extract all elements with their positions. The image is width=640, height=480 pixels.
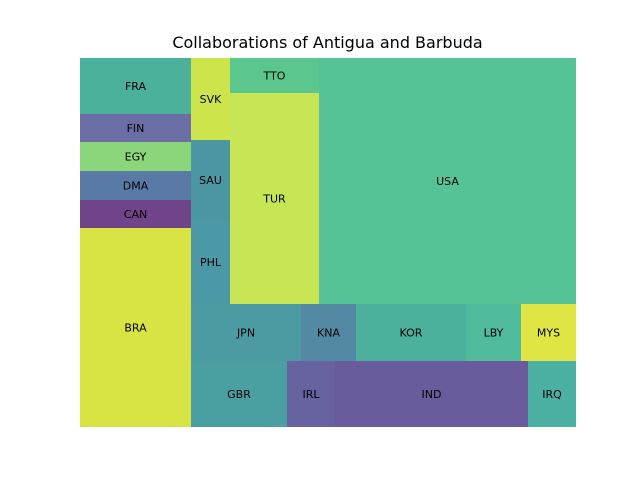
treemap-label-tur: TUR bbox=[262, 193, 286, 206]
treemap-cell-sau: SAU bbox=[191, 140, 230, 220]
treemap-rect-svk bbox=[191, 58, 230, 140]
treemap-label-dma: DMA bbox=[123, 180, 149, 193]
treemap-cell-lby: LBY bbox=[466, 304, 521, 361]
treemap-rect-fra bbox=[80, 58, 191, 114]
treemap-label-jpn: JPN bbox=[236, 327, 255, 340]
treemap-label-irl: IRL bbox=[302, 388, 320, 401]
treemap-rect-tto bbox=[230, 58, 319, 93]
treemap-cell-egy: EGY bbox=[80, 142, 191, 171]
treemap-rect-jpn bbox=[191, 304, 301, 361]
chart-title: Collaborations of Antigua and Barbuda bbox=[172, 33, 483, 52]
treemap-label-tto: TTO bbox=[263, 70, 286, 83]
treemap-label-fin: FIN bbox=[127, 122, 145, 135]
treemap-rect-dma bbox=[80, 171, 191, 200]
treemap-cell-fra: FRA bbox=[80, 58, 191, 114]
treemap-cell-bra: BRA bbox=[80, 228, 191, 427]
treemap-label-bra: BRA bbox=[124, 322, 147, 335]
treemap-label-usa: USA bbox=[436, 175, 459, 188]
treemap-cell-svk: SVK bbox=[191, 58, 230, 140]
treemap-label-sau: SAU bbox=[199, 174, 222, 187]
treemap-label-phl: PHL bbox=[200, 256, 222, 269]
treemap-rect-fin bbox=[80, 114, 191, 142]
treemap-rect-sau bbox=[191, 140, 230, 220]
treemap-rect-bra bbox=[80, 228, 191, 427]
treemap-cell-kna: KNA bbox=[301, 304, 356, 361]
treemap-rect-irl bbox=[287, 361, 335, 427]
treemap-rect-kor bbox=[356, 304, 466, 361]
treemap-label-kna: KNA bbox=[317, 327, 340, 340]
treemap-cell-tto: TTO bbox=[230, 58, 319, 93]
treemap-cell-dma: DMA bbox=[80, 171, 191, 200]
treemap-cell-kor: KOR bbox=[356, 304, 466, 361]
treemap-cell-phl: PHL bbox=[191, 220, 230, 304]
treemap-label-lby: LBY bbox=[484, 327, 504, 340]
treemap-rect-tur bbox=[230, 93, 319, 304]
treemap-cell-jpn: JPN bbox=[191, 304, 301, 361]
treemap-rect-usa bbox=[319, 58, 576, 304]
treemap-label-gbr: GBR bbox=[227, 388, 251, 401]
treemap-label-egy: EGY bbox=[125, 151, 147, 164]
treemap-rect-ind bbox=[335, 361, 528, 427]
treemap-label-kor: KOR bbox=[400, 327, 423, 340]
treemap-cell-fin: FIN bbox=[80, 114, 191, 142]
treemap-label-mys: MYS bbox=[537, 327, 560, 340]
treemap-cell-irl: IRL bbox=[287, 361, 335, 427]
treemap-rect-lby bbox=[466, 304, 521, 361]
treemap-cell-irq: IRQ bbox=[528, 361, 576, 427]
treemap-label-svk: SVK bbox=[200, 93, 223, 106]
treemap-rect-mys bbox=[521, 304, 576, 361]
treemap-rect-kna bbox=[301, 304, 356, 361]
treemap-label-fra: FRA bbox=[125, 80, 147, 93]
treemap-cell-gbr: GBR bbox=[191, 361, 287, 427]
treemap-cell-tur: TUR bbox=[230, 93, 319, 304]
treemap-cell-ind: IND bbox=[335, 361, 528, 427]
treemap-label-irq: IRQ bbox=[542, 388, 562, 401]
treemap-rect-egy bbox=[80, 142, 191, 171]
treemap-label-can: CAN bbox=[124, 208, 147, 221]
treemap-label-ind: IND bbox=[422, 388, 442, 401]
treemap-rect-can bbox=[80, 200, 191, 228]
treemap-cell-usa: USA bbox=[319, 58, 576, 304]
treemap-rect-irq bbox=[528, 361, 576, 427]
treemap-rect-phl bbox=[191, 220, 230, 304]
treemap-rect-gbr bbox=[191, 361, 287, 427]
treemap-cell-can: CAN bbox=[80, 200, 191, 228]
treemap-cell-mys: MYS bbox=[521, 304, 576, 361]
